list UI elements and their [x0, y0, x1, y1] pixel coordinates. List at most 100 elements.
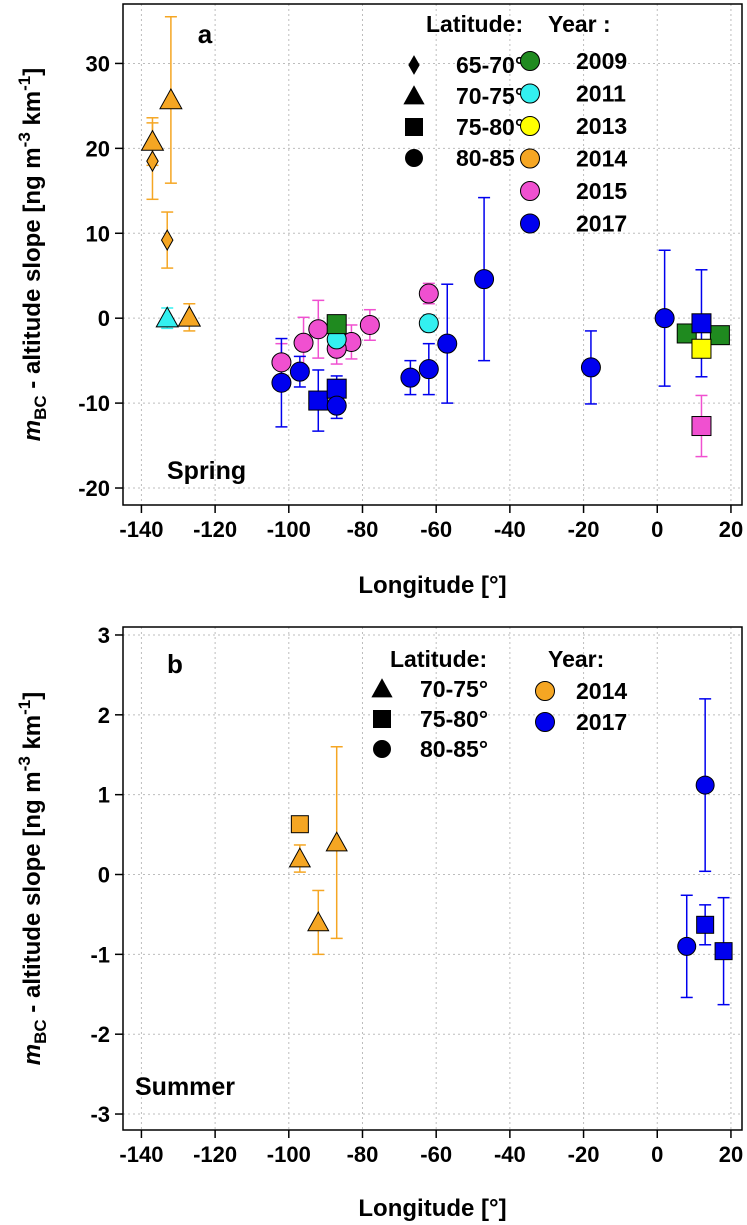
- panel-letter: a: [198, 19, 213, 49]
- legend-marker-square: [405, 118, 423, 136]
- data-point: [308, 319, 329, 340]
- legend-year-marker: [520, 83, 540, 104]
- y-tick-label: 0: [98, 863, 110, 888]
- y-tick-label: -3: [90, 1102, 110, 1127]
- x-tick-label: 0: [651, 517, 663, 542]
- y-tick-label: 0: [98, 306, 110, 331]
- data-point: [654, 308, 675, 329]
- x-tick-label: -80: [347, 517, 379, 542]
- data-point: [691, 416, 712, 437]
- data-point: [308, 390, 329, 411]
- data-point: [418, 313, 439, 334]
- data-point: [418, 283, 439, 304]
- x-tick-label: -40: [494, 517, 526, 542]
- x-tick-label: -40: [494, 1142, 526, 1167]
- data-point: [691, 313, 712, 334]
- y-tick-label: -2: [90, 1022, 110, 1047]
- y-tick-label: 2: [98, 703, 110, 728]
- data-point: [695, 775, 715, 795]
- season-label: Spring: [167, 457, 246, 485]
- legend-year-label: 2017: [576, 709, 627, 735]
- y-axis-title: mBC - altitude slope [ng m-3 km-1]: [15, 692, 50, 1066]
- data-point: [177, 305, 202, 327]
- x-tick-label: 0: [651, 1142, 663, 1167]
- legend-latitude-label: 75-80°: [456, 114, 524, 140]
- plot-frame: [122, 3, 743, 506]
- x-tick-label: -80: [347, 1142, 379, 1167]
- legend-latitude-title: Latitude:: [390, 646, 487, 672]
- legend-year-label: 2014: [576, 678, 627, 704]
- legend-marker-circle: [405, 149, 423, 167]
- panel-b: -140 -120 -100 -80 -60 -40 -20 0 20 -3 -2 -1 0 1 2 3 Lon…: [15, 623, 743, 1222]
- data-point: [696, 915, 715, 934]
- legend-year-marker: [520, 213, 540, 234]
- legend-year-marker: [535, 681, 555, 701]
- data-point: [290, 815, 309, 834]
- legend-year-label: 2013: [576, 113, 627, 139]
- data-point: [359, 314, 380, 335]
- legend-latitude-label: 80-85: [456, 145, 515, 171]
- data-point: [326, 314, 347, 335]
- x-tick-label: 20: [719, 517, 743, 542]
- data-point: [580, 357, 601, 378]
- x-tick-label: 20: [719, 1142, 743, 1167]
- legend-marker-diamond: [408, 55, 420, 75]
- data-point: [155, 306, 179, 328]
- data-point: [474, 269, 495, 290]
- y-tick-label: 3: [98, 623, 110, 648]
- data-point: [146, 150, 159, 173]
- panel-letter: b: [167, 649, 183, 679]
- data-point: [271, 352, 292, 373]
- legend-year-marker: [520, 51, 540, 71]
- data-point: [140, 129, 165, 151]
- x-tick-label: -100: [267, 517, 311, 542]
- y-tick-label: 10: [86, 221, 110, 246]
- x-tick-label: -140: [119, 1142, 163, 1167]
- data-point: [418, 359, 439, 380]
- data-point: [288, 847, 312, 868]
- data-point: [714, 942, 733, 961]
- data-points: [288, 698, 733, 1006]
- data-point: [307, 911, 330, 932]
- data-point: [159, 87, 183, 110]
- y-tick-label: 30: [86, 51, 110, 76]
- data-point: [437, 333, 458, 354]
- legend-year-marker: [520, 181, 540, 201]
- legend-latitude: Latitude: 70-75° 75-80° 80-85°: [371, 646, 488, 762]
- data-point: [325, 831, 348, 852]
- legend-latitude-title: Latitude:: [426, 11, 523, 37]
- x-tick-label: -140: [119, 517, 163, 542]
- x-tick-label: -100: [267, 1142, 311, 1167]
- x-axis-title: Longitude [°]: [358, 572, 506, 599]
- legend-year-title: Year:: [548, 646, 604, 672]
- legend-latitude-label: 80-85°: [420, 736, 488, 762]
- legend-year-label: 2009: [576, 48, 627, 74]
- x-tick-label: -20: [568, 517, 600, 542]
- y-tick-label: 1: [98, 783, 110, 808]
- data-point: [160, 229, 174, 252]
- legend-year-label: 2017: [576, 211, 627, 237]
- legend-latitude-label: 75-80°: [420, 706, 488, 732]
- legend-year-marker: [520, 148, 540, 169]
- legend-latitude-label: 70-75°: [420, 676, 488, 702]
- data-point: [289, 361, 310, 382]
- data-point: [326, 378, 347, 399]
- data-points: [140, 15, 730, 458]
- data-point: [293, 332, 314, 353]
- y-axis-title: mBC - altitude slope [ng m-3 km-1]: [15, 68, 50, 442]
- y-tick-label: -10: [78, 391, 110, 416]
- data-point: [677, 936, 697, 956]
- panel-a: -140 -120 -100 -80 -60 -40 -20 0 20-20-100102030…: [15, 3, 743, 599]
- legend-marker-triangle: [371, 678, 393, 698]
- legend-year-label: 2011: [576, 81, 626, 107]
- y-tick-label: 20: [86, 136, 110, 161]
- data-point: [691, 338, 712, 359]
- data-point: [709, 325, 730, 346]
- legend-marker-triangle: [403, 85, 425, 105]
- season-label: Summer: [135, 1073, 235, 1101]
- data-point: [326, 395, 347, 416]
- legend-latitude-label: 65-70°: [456, 52, 524, 78]
- legend-year-marker: [520, 116, 540, 136]
- legend-year: Year : 2009 2011 2013 2014 2015 2017: [520, 11, 627, 237]
